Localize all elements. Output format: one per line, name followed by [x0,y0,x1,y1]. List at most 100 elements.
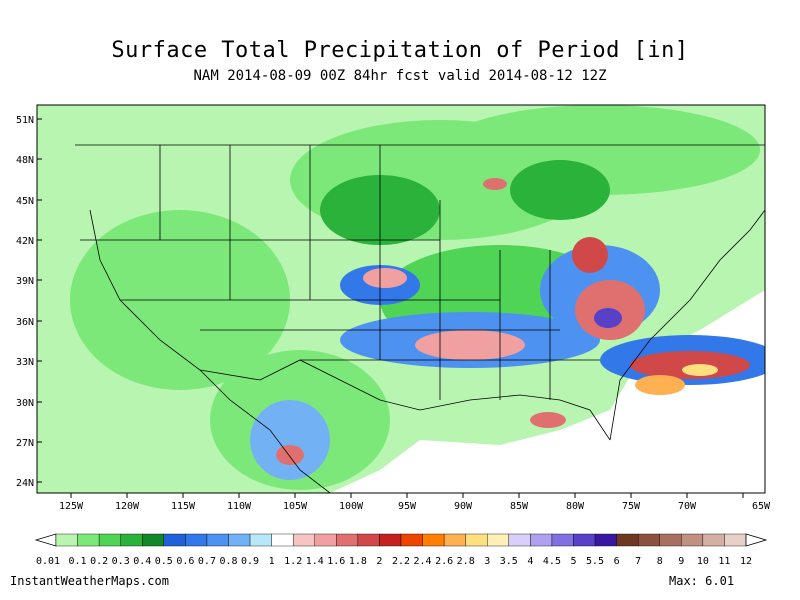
pennsylvania-red-core [572,237,608,273]
legend-swatch [185,533,208,547]
legend-label: 0.01 [36,556,60,567]
legend-swatch [379,533,402,547]
legend-label: 1.6 [327,556,345,567]
legend-swatch [142,533,165,547]
boundary-lines [75,144,765,493]
lon-label: 85W [510,501,529,512]
lat-label: 24N [16,478,34,489]
legend-right-arrow [745,533,768,547]
max-readout: Max: 6.01 [669,574,734,588]
legend-label: 1.4 [306,556,324,567]
legend-swatch [551,533,574,547]
max-value: 6.01 [705,574,735,588]
lat-label: 42N [16,236,34,247]
mexico-red-core [276,445,304,465]
michigan-red-core [483,178,507,190]
legend-swatch [487,533,510,547]
lat-label: 45N [16,196,34,207]
legend-swatch [530,533,553,547]
legend-label: 0.4 [133,556,151,567]
legend-label: 0.2 [90,556,108,567]
lon-label: 110W [227,501,252,512]
legend-swatch [616,533,639,547]
legend-label: 0.1 [69,556,87,567]
legend-label: 11 [718,556,730,567]
legend-swatch [422,533,445,547]
arkansas-pink-core [415,330,525,360]
legend-label: 0.5 [155,556,173,567]
site-credit: InstantWeatherMaps.com [10,574,169,588]
lon-label: 115W [171,501,196,512]
lon-labels: 125W 120W 115W 110W 105W 100W 95W 90W 85… [59,501,771,512]
lat-label: 36N [16,317,34,328]
legend-swatch [659,533,682,547]
lon-label: 125W [59,501,84,512]
kansas-pink-core [363,268,407,288]
lat-label: 33N [16,357,34,368]
map-subtitle: NAM 2014-08-09 00Z 84hr fcst valid 2014-… [193,68,607,84]
legend-label: 4 [527,556,533,567]
legend-swatch [120,533,143,547]
lon-label: 95W [398,501,417,512]
legend-swatch [228,533,251,547]
legend-label: 12 [740,556,752,567]
lon-label: 75W [622,501,641,512]
lat-ticks [37,118,42,483]
legend-swatch [206,533,229,547]
legend-label: 1 [269,556,275,567]
legend-swatch [98,533,121,547]
max-label: Max: [669,574,698,588]
legend-label: 2 [376,556,382,567]
legend-label: 10 [697,556,709,567]
legend-label: 2.8 [457,556,475,567]
lon-label: 80W [566,501,585,512]
legend-swatch [400,533,423,547]
legend-label: 2.4 [414,556,432,567]
lon-label: 65W [752,501,771,512]
legend-swatch [508,533,531,547]
legend-label: 4.5 [543,556,561,567]
legend-swatch [271,533,294,547]
lon-label: 90W [454,501,473,512]
lat-label: 27N [16,438,34,449]
state-horizontal-lines [80,239,600,361]
legend-label: 3.5 [500,556,518,567]
legend-swatch [55,533,78,547]
lakes-dark-green [510,160,610,220]
legend-labels: 0.01 0.1 0.2 0.3 0.4 0.5 0.6 0.7 0.8 0.9 1 1.2 1.4 1.… [36,556,752,567]
lat-label: 48N [16,155,34,166]
legend-label: 5.5 [586,556,604,567]
legend-label: 0.8 [219,556,237,567]
legend-swatch [637,533,660,547]
legend-label: 9 [678,556,684,567]
legend-swatch [249,533,272,547]
legend-label: 1.8 [349,556,367,567]
map-field [37,105,765,493]
legend-label: 2.6 [435,556,453,567]
legend-label: 0.3 [112,556,130,567]
atlantic-red-core [630,351,750,379]
lon-label: 70W [678,501,697,512]
lon-label: 100W [339,501,364,512]
legend-label: 0.7 [198,556,216,567]
map-frame [36,104,766,494]
lat-label: 51N [16,115,34,126]
mexico-blue-area [250,400,330,480]
legend-swatch [443,533,466,547]
legend-left-arrow [34,533,57,547]
legend-swatch [465,533,488,547]
legend-swatch [77,533,100,547]
atlantic-orange-core [635,375,685,395]
legend-swatch [724,533,747,547]
legend-swatch [163,533,186,547]
lat-label: 39N [16,276,34,287]
legend-label: 6 [614,556,620,567]
color-legend: 0.01 0.1 0.2 0.3 0.4 0.5 0.6 0.7 0.8 0.9 1 1.2 1.4 1.… [34,533,768,567]
legend-swatch [681,533,704,547]
lon-label: 120W [115,501,140,512]
lat-label: 30N [16,398,34,409]
legend-swatch [573,533,596,547]
legend-label: 1.2 [284,556,302,567]
legend-swatch [292,533,315,547]
